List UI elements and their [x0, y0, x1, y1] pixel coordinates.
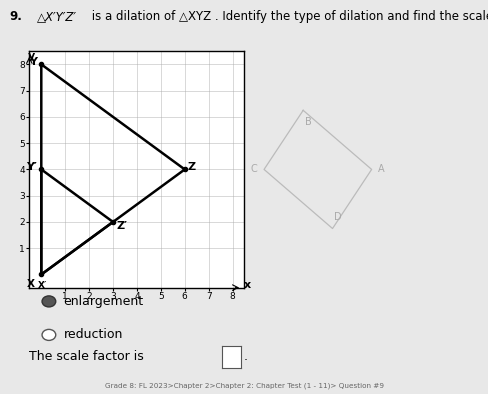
- Text: Z: Z: [187, 162, 196, 172]
- Text: 9.: 9.: [10, 10, 22, 23]
- Text: X: X: [27, 279, 35, 290]
- Text: is a dilation of △XYZ . Identify the type of dilation and find the scale factor.: is a dilation of △XYZ . Identify the typ…: [88, 10, 488, 23]
- Text: Y′: Y′: [26, 162, 37, 172]
- Text: enlargement: enlargement: [63, 295, 143, 308]
- Text: Y: Y: [29, 57, 37, 67]
- Text: Z′: Z′: [116, 221, 127, 231]
- Text: D: D: [333, 212, 341, 222]
- Text: The scale factor is: The scale factor is: [29, 350, 144, 363]
- Text: y: y: [27, 52, 35, 61]
- Text: A: A: [377, 164, 384, 175]
- Text: B: B: [304, 117, 311, 127]
- Text: C: C: [250, 164, 257, 175]
- Text: X′: X′: [38, 281, 47, 290]
- Text: .: .: [243, 350, 247, 363]
- Text: x: x: [243, 280, 250, 290]
- Text: △X′Y′Z′: △X′Y′Z′: [37, 10, 77, 23]
- Text: reduction: reduction: [63, 329, 122, 341]
- Text: Grade 8: FL 2023>Chapter 2>Chapter 2: Chapter Test (1 - 11)> Question #9: Grade 8: FL 2023>Chapter 2>Chapter 2: Ch…: [105, 383, 383, 389]
